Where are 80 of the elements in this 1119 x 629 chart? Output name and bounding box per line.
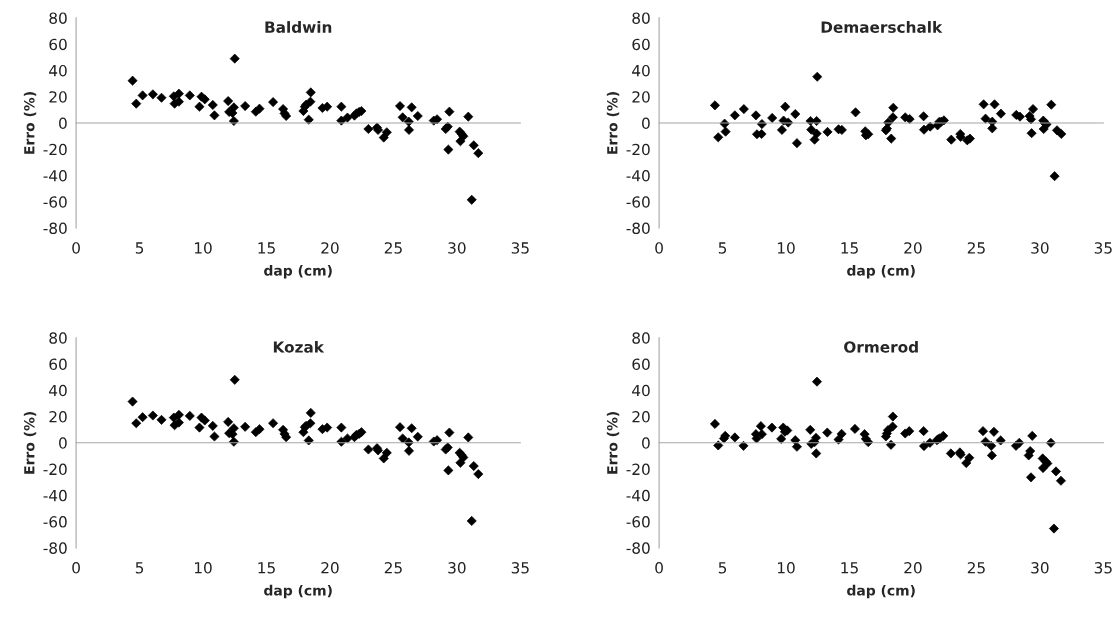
y-tick-label: 20 xyxy=(632,411,650,423)
y-tick-label: 80 xyxy=(49,12,67,24)
y-tick-label: 20 xyxy=(632,91,650,103)
y-axis-title: Erro (%) xyxy=(606,411,620,474)
y-tick-label: 80 xyxy=(632,332,650,344)
y-tick-label: -20 xyxy=(43,143,67,156)
y-tick-label: -80 xyxy=(626,222,650,235)
x-tick-label: 10 xyxy=(777,562,795,574)
x-tick-label: 25 xyxy=(384,242,402,254)
chart-title: Ormerod xyxy=(844,340,918,353)
y-tick-label: -40 xyxy=(626,169,650,182)
x-tick-label: 10 xyxy=(194,562,212,574)
x-axis-title: dap (cm) xyxy=(264,584,332,599)
x-tick-label: 10 xyxy=(777,242,795,254)
x-tick-label: 5 xyxy=(718,562,727,574)
x-tick-label: 10 xyxy=(194,242,212,254)
x-tick-label: 0 xyxy=(655,562,663,574)
x-axis-title: dap (cm) xyxy=(847,584,915,599)
x-tick-label: 15 xyxy=(258,562,275,574)
x-tick-label: 20 xyxy=(904,562,922,574)
y-tick-label: -80 xyxy=(626,542,650,554)
y-tick-label: -20 xyxy=(626,143,650,156)
y-tick-label: 60 xyxy=(49,38,67,51)
x-tick-label: 5 xyxy=(718,242,727,254)
y-tick-label: -60 xyxy=(626,196,650,208)
chart-title: Kozak xyxy=(273,340,325,353)
y-tick-label: 0 xyxy=(642,117,650,129)
y-axis-title: Erro (%) xyxy=(23,92,37,154)
x-tick-label: 25 xyxy=(967,562,985,574)
x-tick-label: 20 xyxy=(904,242,922,254)
x-tick-label: 35 xyxy=(511,562,529,574)
chart-title: Baldwin xyxy=(265,21,332,33)
chart-title: Demaerschalk xyxy=(821,21,943,33)
y-tick-label: -40 xyxy=(43,489,67,502)
y-tick-label: -20 xyxy=(626,463,650,476)
y-tick-label: 20 xyxy=(49,91,67,103)
y-tick-label: 60 xyxy=(632,38,650,51)
y-tick-label: -60 xyxy=(43,516,67,528)
y-tick-label: 60 xyxy=(632,358,650,371)
y-tick-label: 20 xyxy=(49,411,67,423)
x-tick-label: 25 xyxy=(967,242,985,254)
y-tick-label: 60 xyxy=(49,358,67,371)
y-tick-label: -60 xyxy=(43,196,67,208)
y-tick-label: -60 xyxy=(626,516,650,528)
x-axis-title: dap (cm) xyxy=(847,265,915,279)
x-tick-label: 0 xyxy=(655,242,663,254)
x-tick-label: 15 xyxy=(841,242,858,254)
y-tick-label: -80 xyxy=(43,222,67,235)
x-tick-label: 35 xyxy=(511,242,529,254)
x-tick-label: 20 xyxy=(321,242,339,254)
x-tick-label: 5 xyxy=(135,242,144,254)
x-tick-label: 15 xyxy=(258,242,275,254)
x-tick-label: 15 xyxy=(841,562,858,574)
y-tick-label: 40 xyxy=(49,384,67,397)
y-tick-label: 80 xyxy=(49,332,67,344)
x-tick-label: 0 xyxy=(72,242,80,254)
x-tick-label: 5 xyxy=(135,562,144,574)
x-tick-label: 35 xyxy=(1094,562,1112,574)
y-tick-label: 0 xyxy=(59,117,67,129)
y-axis-title: Erro (%) xyxy=(606,92,620,154)
x-tick-label: 0 xyxy=(72,562,80,574)
y-tick-label: 40 xyxy=(632,64,650,77)
x-tick-label: 25 xyxy=(384,562,402,574)
y-tick-label: 0 xyxy=(642,437,650,449)
y-tick-label: 40 xyxy=(632,384,650,397)
y-tick-label: 40 xyxy=(49,64,67,77)
x-tick-label: 20 xyxy=(321,562,339,574)
x-tick-label: 30 xyxy=(1031,562,1049,574)
y-tick-label: -80 xyxy=(43,542,67,554)
x-axis-title: dap (cm) xyxy=(264,265,332,279)
x-tick-label: 30 xyxy=(448,242,466,254)
y-axis-title: Erro (%) xyxy=(23,411,37,474)
x-tick-label: 30 xyxy=(448,562,466,574)
y-tick-label: -40 xyxy=(43,169,67,182)
y-tick-label: -40 xyxy=(626,489,650,502)
y-tick-label: 80 xyxy=(632,12,650,24)
x-tick-label: 30 xyxy=(1031,242,1049,254)
y-tick-label: 0 xyxy=(59,437,67,449)
x-tick-label: 35 xyxy=(1094,242,1112,254)
y-tick-label: -20 xyxy=(43,463,67,476)
